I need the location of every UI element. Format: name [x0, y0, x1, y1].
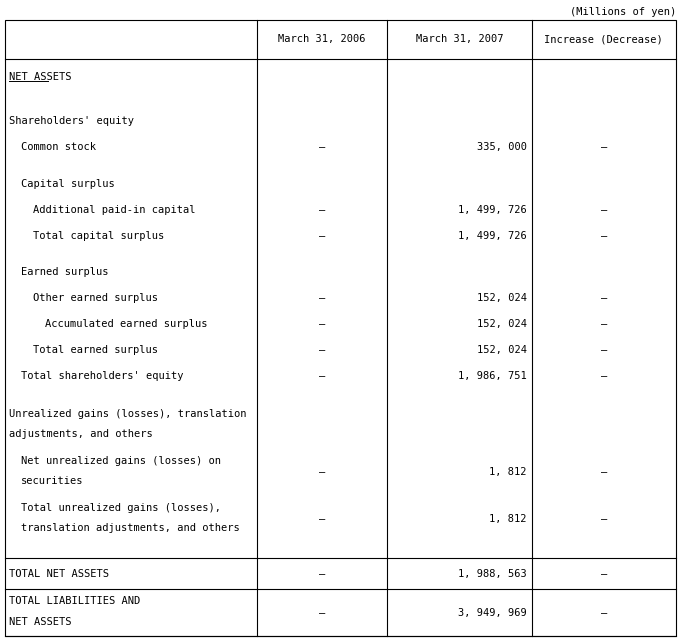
Text: 152, 024: 152, 024: [477, 293, 526, 303]
Text: NET ASSETS: NET ASSETS: [9, 617, 72, 626]
Text: –: –: [319, 608, 325, 618]
Text: March 31, 2006: March 31, 2006: [279, 35, 366, 44]
Text: Shareholders' equity: Shareholders' equity: [9, 117, 134, 126]
Text: Total earned surplus: Total earned surplus: [33, 345, 158, 355]
Text: –: –: [601, 569, 607, 579]
Text: Total shareholders' equity: Total shareholders' equity: [21, 371, 183, 381]
Text: Additional paid-in capital: Additional paid-in capital: [33, 204, 195, 215]
Text: Accumulated earned surplus: Accumulated earned surplus: [45, 319, 208, 329]
Text: TOTAL LIABILITIES AND: TOTAL LIABILITIES AND: [9, 596, 140, 606]
Text: Other earned surplus: Other earned surplus: [33, 293, 158, 303]
Text: adjustments, and others: adjustments, and others: [9, 429, 153, 440]
Text: Total capital surplus: Total capital surplus: [33, 231, 164, 241]
Text: 1, 812: 1, 812: [489, 514, 526, 524]
Text: –: –: [319, 293, 325, 303]
Text: 1, 499, 726: 1, 499, 726: [458, 204, 526, 215]
Text: 1, 988, 563: 1, 988, 563: [458, 569, 526, 579]
Text: 152, 024: 152, 024: [477, 319, 526, 329]
Text: –: –: [601, 319, 607, 329]
Text: –: –: [601, 514, 607, 524]
Text: –: –: [319, 142, 325, 153]
Text: 152, 024: 152, 024: [477, 345, 526, 355]
Text: –: –: [319, 569, 325, 579]
Text: 1, 499, 726: 1, 499, 726: [458, 231, 526, 241]
Text: Common stock: Common stock: [21, 142, 96, 153]
Text: (Millions of yen): (Millions of yen): [570, 7, 676, 17]
Text: 335, 000: 335, 000: [477, 142, 526, 153]
Text: –: –: [319, 345, 325, 355]
Text: March 31, 2007: March 31, 2007: [416, 35, 503, 44]
Text: Unrealized gains (losses), translation: Unrealized gains (losses), translation: [9, 409, 247, 419]
Text: securities: securities: [21, 476, 84, 487]
Text: –: –: [601, 467, 607, 478]
Text: –: –: [601, 231, 607, 241]
Text: Net unrealized gains (losses) on: Net unrealized gains (losses) on: [21, 456, 221, 466]
Text: –: –: [601, 204, 607, 215]
Text: –: –: [319, 467, 325, 478]
Text: 1, 812: 1, 812: [489, 467, 526, 478]
Text: –: –: [601, 345, 607, 355]
Text: –: –: [319, 319, 325, 329]
Text: 3, 949, 969: 3, 949, 969: [458, 608, 526, 618]
Text: –: –: [601, 371, 607, 381]
Text: 1, 986, 751: 1, 986, 751: [458, 371, 526, 381]
Text: TOTAL NET ASSETS: TOTAL NET ASSETS: [9, 569, 109, 579]
Text: –: –: [319, 204, 325, 215]
Text: –: –: [601, 608, 607, 618]
Text: Increase (Decrease): Increase (Decrease): [545, 35, 663, 44]
Text: –: –: [319, 514, 325, 524]
Text: NET ASSETS: NET ASSETS: [9, 72, 72, 82]
Text: –: –: [601, 142, 607, 153]
Text: Total unrealized gains (losses),: Total unrealized gains (losses),: [21, 503, 221, 513]
Text: translation adjustments, and others: translation adjustments, and others: [21, 523, 240, 533]
Text: Earned surplus: Earned surplus: [21, 267, 108, 277]
Text: –: –: [319, 371, 325, 381]
Text: Capital surplus: Capital surplus: [21, 179, 115, 188]
Text: –: –: [601, 293, 607, 303]
Text: –: –: [319, 231, 325, 241]
